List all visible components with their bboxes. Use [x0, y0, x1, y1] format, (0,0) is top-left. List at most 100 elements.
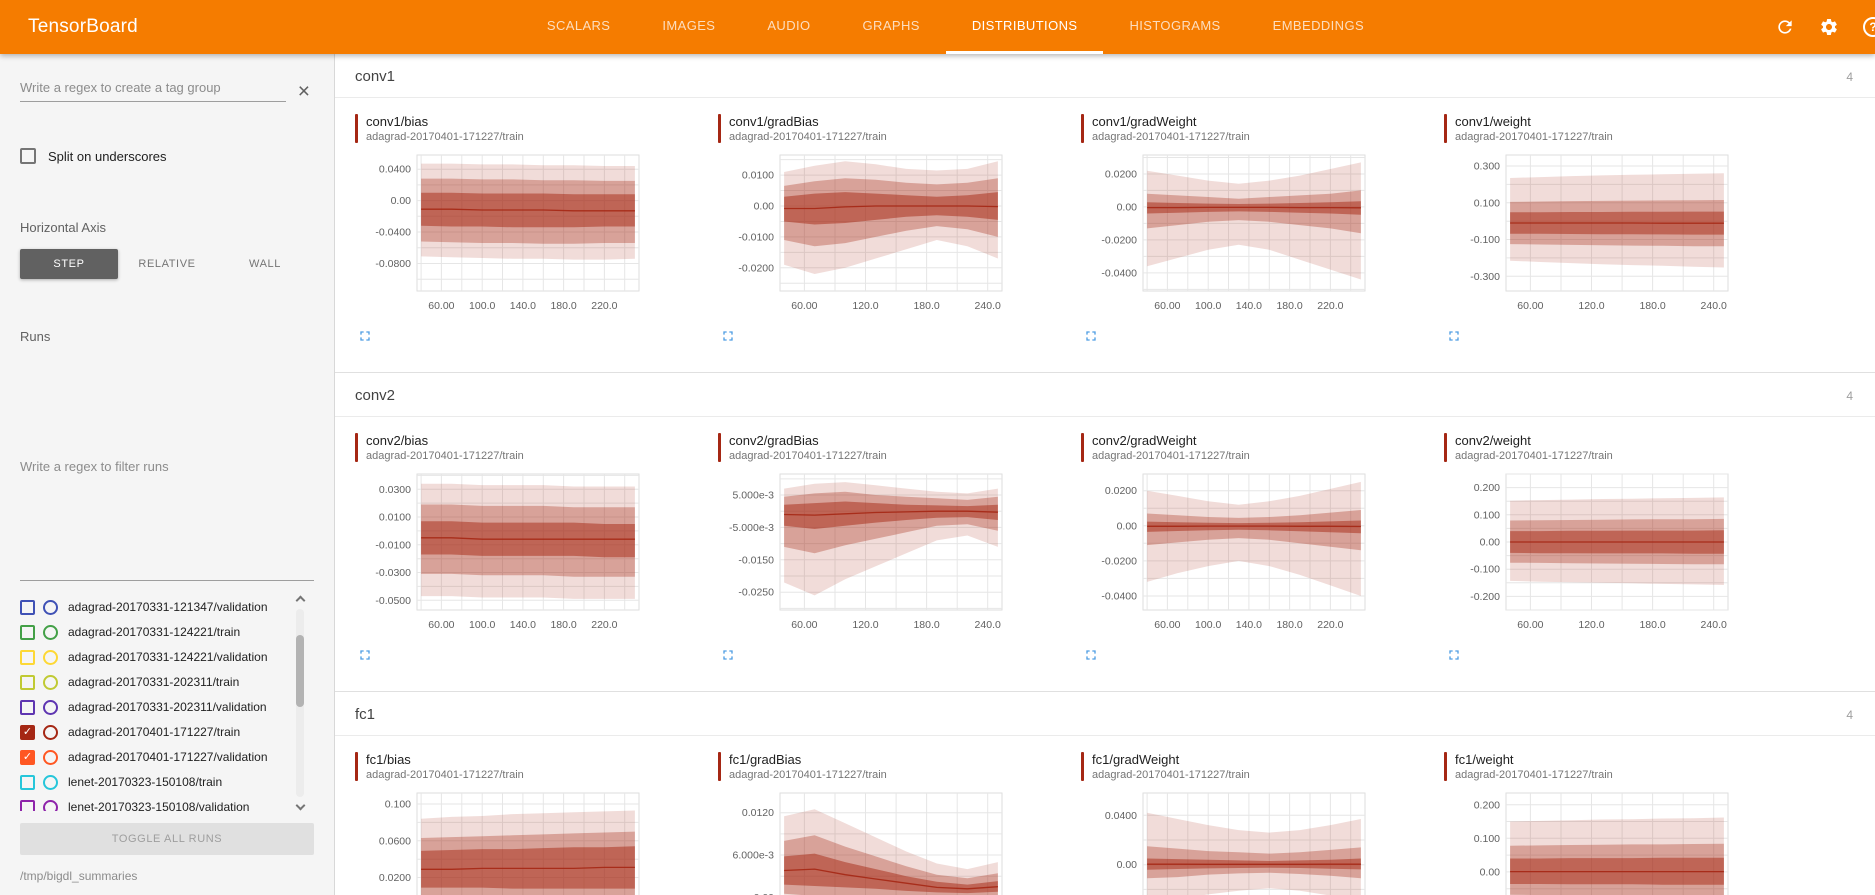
distribution-plot[interactable]: 0.300 0.100 -0.100 -0.300 60.00 120.0 180.0 240… — [1444, 147, 1789, 322]
svg-text:0.0600: 0.0600 — [379, 835, 411, 847]
svg-text:220.0: 220.0 — [591, 619, 617, 631]
chart-card: conv1/weight adagrad-20170401-171227/trai… — [1444, 114, 1789, 346]
chart-titles: conv1/bias adagrad-20170401-171227/train — [366, 114, 524, 143]
scroll-up-icon[interactable] — [295, 595, 306, 606]
chart-card: conv2/bias adagrad-20170401-171227/train 0… — [355, 433, 700, 665]
axis-button-wall[interactable]: WALL — [249, 258, 281, 270]
run-checkbox[interactable]: ✓ — [20, 725, 35, 740]
axis-button-relative[interactable]: RELATIVE — [138, 258, 196, 270]
distribution-plot[interactable]: 5.000e-3 -5.000e-3 -0.0150 -0.0250 60.00 120.… — [718, 466, 1063, 641]
scrollbar-thumb[interactable] — [296, 635, 304, 707]
tab-graphs[interactable]: GRAPHS — [862, 18, 920, 33]
section-conv1: conv1 4 conv1/bias adagrad-20170401-171227/… — [335, 54, 1875, 373]
toggle-all-runs-button[interactable]: TOGGLE ALL RUNS — [20, 823, 314, 855]
expand-button[interactable] — [357, 328, 375, 346]
run-checkbox[interactable]: ✓ — [20, 750, 35, 765]
tag-regex-input[interactable] — [20, 76, 286, 102]
run-item[interactable]: adagrad-20170331-121347/validation — [20, 595, 274, 620]
expand-button[interactable] — [1446, 328, 1464, 346]
expand-button[interactable] — [720, 328, 738, 346]
runs-regex-input[interactable] — [20, 354, 314, 581]
expand-button[interactable] — [1083, 328, 1101, 346]
run-color-bar — [1081, 433, 1084, 462]
app-title: TensorBoard — [28, 16, 138, 37]
distribution-plot[interactable]: 0.0200 0.00 -0.0200 -0.0400 60.00 100.0 140.0 1… — [1081, 147, 1426, 322]
svg-text:-0.0250: -0.0250 — [738, 587, 774, 599]
expand-button[interactable] — [357, 647, 375, 665]
distribution-plot[interactable]: 0.200 0.100 0.00 -0.100 -0.200 60.00 120.0 180.… — [1444, 466, 1789, 641]
chart-title: conv1/gradWeight — [1092, 114, 1197, 129]
run-checkbox[interactable] — [20, 800, 35, 811]
run-item[interactable]: adagrad-20170331-124221/train — [20, 620, 274, 645]
distribution-plot[interactable]: 0.04000.00-0.040060.00100.0140.0180.0220… — [1081, 785, 1426, 895]
axis-button-step[interactable]: STEP — [20, 249, 118, 279]
chart-title-row: conv1/bias adagrad-20170401-171227/train — [355, 114, 700, 143]
runs-label: Runs — [20, 329, 51, 344]
distribution-plot[interactable]: 0.0100 0.00 -0.0100 -0.0200 60.00 120.0 180.0 2… — [718, 147, 1063, 322]
run-label: adagrad-20170331-202311/train — [68, 675, 240, 690]
settings-icon[interactable] — [1817, 15, 1841, 39]
run-checkbox[interactable] — [20, 600, 35, 615]
run-item[interactable]: adagrad-20170331-202311/validation — [20, 695, 274, 720]
run-item[interactable]: lenet-20170323-150108/validation — [20, 795, 274, 811]
runs-scrollbar[interactable] — [294, 595, 306, 811]
distribution-plot[interactable]: 0.0200 0.00 -0.0200 -0.0400 60.00 100.0 140.0 1… — [1081, 466, 1426, 641]
distribution-plot[interactable]: 0.0400 0.00 -0.0400 -0.0800 60.00 100.0 140.0 1… — [355, 147, 700, 322]
svg-text:0.300: 0.300 — [1474, 161, 1500, 173]
tab-embeddings[interactable]: EMBEDDINGS — [1272, 18, 1365, 33]
scroll-down-icon[interactable] — [295, 800, 306, 811]
run-checkbox[interactable] — [20, 650, 35, 665]
chart-title-row: fc1/weight adagrad-20170401-171227/train — [1444, 752, 1789, 781]
tab-audio[interactable]: AUDIO — [767, 18, 811, 33]
svg-text:220.0: 220.0 — [1317, 619, 1343, 631]
distribution-plot[interactable]: 0.0300 0.0100 -0.0100 -0.0300 -0.0500 60.00 10… — [355, 466, 700, 641]
tab-distributions[interactable]: DISTRIBUTIONS — [945, 0, 1104, 54]
svg-text:0.100: 0.100 — [1474, 509, 1500, 521]
run-checkbox[interactable] — [20, 625, 35, 640]
main-content: conv1 4 conv1/bias adagrad-20170401-171227/… — [335, 54, 1875, 895]
svg-text:0.0300: 0.0300 — [379, 484, 411, 496]
svg-text:0.0100: 0.0100 — [379, 512, 411, 524]
run-item[interactable]: ✓ adagrad-20170401-171227/validation — [20, 745, 274, 770]
svg-text:0.00: 0.00 — [1117, 520, 1138, 532]
svg-text:100.0: 100.0 — [469, 300, 495, 312]
run-label: lenet-20170323-150108/train — [68, 775, 223, 790]
run-checkbox[interactable] — [20, 675, 35, 690]
run-color-bar — [718, 433, 721, 462]
section-header[interactable]: conv1 4 — [335, 54, 1875, 98]
tab-histograms[interactable]: HISTOGRAMS — [1129, 18, 1221, 33]
close-icon[interactable]: × — [297, 80, 310, 103]
help-icon[interactable]: ? — [1861, 15, 1875, 39]
run-color-bar — [718, 114, 721, 143]
expand-button[interactable] — [1446, 647, 1464, 665]
run-item[interactable]: adagrad-20170331-124221/validation — [20, 645, 274, 670]
section-header[interactable]: conv2 4 — [335, 373, 1875, 417]
run-color-bar — [355, 752, 358, 781]
run-item[interactable]: adagrad-20170331-202311/train — [20, 670, 274, 695]
top-bar: TensorBoard SCALARS IMAGES AUDIO GRAPHS DIST… — [0, 0, 1875, 54]
scrollbar-track[interactable] — [296, 609, 304, 797]
run-label: adagrad-20170331-124221/train — [68, 625, 241, 640]
run-color-icon — [43, 700, 58, 715]
run-checkbox[interactable] — [20, 775, 35, 790]
expand-button[interactable] — [720, 647, 738, 665]
refresh-icon[interactable] — [1773, 15, 1797, 39]
svg-text:0.0200: 0.0200 — [379, 872, 411, 884]
split-underscores-checkbox[interactable] — [20, 148, 36, 164]
run-item[interactable]: ✓ adagrad-20170401-171227/train — [20, 720, 274, 745]
charts-row: conv1/bias adagrad-20170401-171227/train 0… — [335, 98, 1875, 372]
section-title: conv2 — [355, 387, 396, 404]
section-header[interactable]: fc1 4 — [335, 692, 1875, 736]
run-item[interactable]: lenet-20170323-150108/train — [20, 770, 274, 795]
svg-text:-0.0200: -0.0200 — [1101, 555, 1137, 567]
svg-text:0.0100: 0.0100 — [742, 170, 774, 182]
svg-text:180.0: 180.0 — [913, 300, 939, 312]
split-underscores-row[interactable]: Split on underscores — [20, 148, 314, 164]
run-checkbox[interactable] — [20, 700, 35, 715]
tab-scalars[interactable]: SCALARS — [546, 18, 611, 33]
tab-images[interactable]: IMAGES — [662, 18, 716, 33]
distribution-plot[interactable]: 0.1000.06000.0200-0.020060.00100.0140.01… — [355, 785, 700, 895]
expand-button[interactable] — [1083, 647, 1101, 665]
